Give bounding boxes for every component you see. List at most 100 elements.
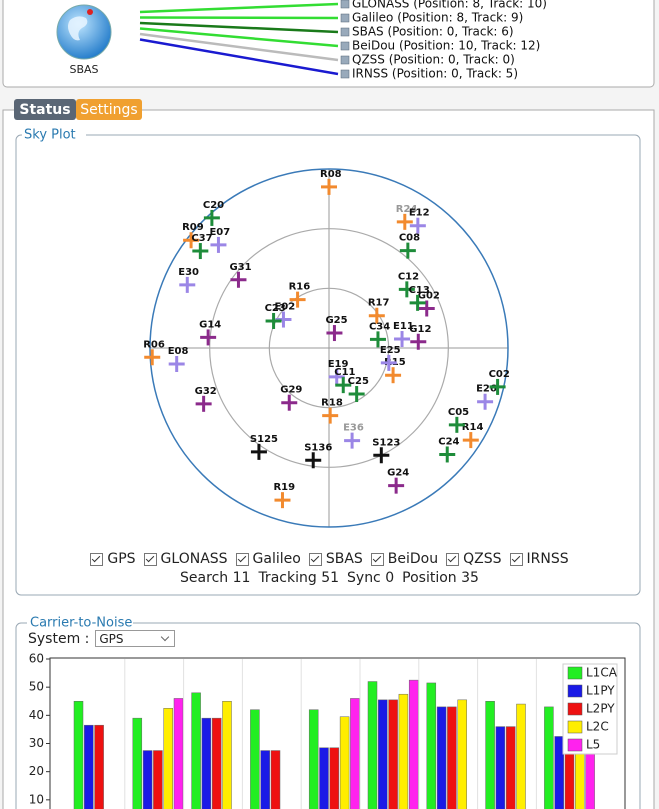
satellite-label: R16: [289, 282, 311, 293]
satellite: S125: [250, 434, 278, 460]
system-label: System :: [28, 630, 90, 647]
bar: [495, 726, 506, 809]
satellite-label: C13: [409, 285, 430, 296]
satellite-label: G12: [409, 324, 431, 335]
top-panel: [2, 0, 655, 88]
status-value: 35: [461, 570, 479, 586]
globe-marker: [87, 9, 93, 15]
satellite: R08: [320, 169, 342, 195]
satellite: G12: [409, 324, 431, 350]
chevron[interactable]: [161, 632, 170, 642]
satellite-label: G02: [418, 291, 440, 302]
sat-icon: [340, 41, 350, 51]
system-item: SBAS (Position: 0, Track: 6): [352, 25, 514, 39]
satellite-label: G29: [280, 385, 302, 396]
bar: [398, 693, 409, 809]
satellite-label: G25: [325, 315, 347, 326]
checkbox[interactable]: [509, 552, 523, 566]
satellite-label: R06: [143, 339, 165, 350]
sat-icon: [340, 55, 350, 65]
bar: [211, 717, 222, 809]
satellite-label: C24: [438, 436, 459, 447]
filter-checkbox[interactable]: QZSS: [446, 551, 502, 567]
filter-label[interactable]: GLONASS: [160, 551, 228, 567]
satellite-label: C08: [399, 233, 420, 244]
filter-checkbox[interactable]: GPS: [90, 551, 136, 567]
satellite: E19: [328, 359, 349, 385]
satellite: E08: [168, 346, 189, 373]
y-tick-label: 40: [29, 708, 44, 722]
link-line: [139, 32, 339, 62]
checkbox[interactable]: [143, 552, 157, 566]
satellite-label: E12: [409, 208, 430, 219]
tab-label[interactable]: Settings: [80, 102, 137, 118]
satellite: E25: [380, 345, 401, 371]
system-select[interactable]: GPS: [95, 630, 176, 647]
legend-label: L1CA: [586, 666, 618, 680]
sat-icon: [340, 69, 350, 79]
checkbox[interactable]: [370, 552, 384, 566]
group-title: Sky Plot: [24, 128, 76, 143]
filter-row: GPS GLONASS Galileo SBAS BeiDou QZSS IRNSS: [0, 551, 659, 570]
tab[interactable]: [76, 99, 142, 120]
satellite-label: R14: [462, 422, 484, 433]
legend-label: L1PY: [586, 684, 615, 698]
satellite-label: E25: [380, 345, 401, 356]
sat-icon: [340, 27, 350, 37]
satellite-label: S136: [304, 442, 332, 453]
bar: [378, 699, 388, 809]
satellite-label: R17: [368, 298, 390, 309]
satellite-label: G31: [229, 262, 251, 273]
legend-label: L2PY: [586, 702, 615, 716]
legend-swatch: [567, 666, 583, 680]
satellite: G14: [199, 319, 221, 346]
filter-label[interactable]: SBAS: [325, 551, 363, 567]
satellite: R24: [396, 204, 417, 230]
checkbox[interactable]: [446, 552, 460, 566]
y-tick-label: 60: [29, 652, 44, 666]
system-value[interactable]: GPS: [99, 631, 124, 646]
link-line: [139, 16, 339, 20]
satellite: G24: [387, 468, 409, 494]
satellite-label: C02: [489, 369, 510, 380]
checkbox[interactable]: [235, 552, 249, 566]
filter-checkbox[interactable]: IRNSS: [509, 551, 569, 567]
filter-label[interactable]: IRNSS: [526, 551, 569, 567]
satellite: G25: [325, 315, 348, 342]
satellite: G02: [418, 291, 440, 317]
filter-checkbox[interactable]: BeiDou: [370, 551, 439, 567]
elevation-ring: [149, 168, 509, 528]
sat-icon: [340, 13, 350, 23]
bar: [319, 747, 329, 809]
filter-label[interactable]: QZSS: [463, 551, 502, 567]
status-item: Sync 0: [347, 570, 394, 586]
satellite-label: R19: [273, 482, 295, 493]
satellite-label: G32: [195, 386, 217, 397]
filter-checkbox[interactable]: Galileo: [235, 551, 301, 567]
tab[interactable]: [14, 99, 76, 120]
y-tick-label: 20: [29, 764, 44, 778]
bar: [84, 724, 94, 809]
legend-label: L5: [586, 738, 600, 752]
satellite: G32: [195, 386, 217, 412]
tab-label[interactable]: Status: [19, 102, 70, 118]
satellite-label: E11: [393, 321, 414, 332]
satellite: C20: [203, 200, 224, 226]
filter-label[interactable]: BeiDou: [387, 551, 439, 567]
status-label: Sync: [347, 570, 381, 586]
satellite: C34: [369, 321, 390, 348]
filter-label[interactable]: Galileo: [252, 551, 301, 567]
satellite-label: E08: [168, 346, 189, 357]
satellite: C13: [409, 285, 430, 311]
checkbox[interactable]: [90, 552, 104, 566]
link-line: [139, 2, 339, 14]
satellite-label: C37: [191, 233, 212, 244]
satellite-label: E30: [178, 267, 199, 278]
filter-checkbox[interactable]: SBAS: [308, 551, 363, 567]
filter-label[interactable]: GPS: [107, 551, 136, 567]
filter-checkbox[interactable]: GLONASS: [143, 551, 228, 567]
status-line: Search 11 Tracking 51 Sync 0 Position 35: [0, 570, 659, 586]
checkbox[interactable]: [308, 552, 322, 566]
